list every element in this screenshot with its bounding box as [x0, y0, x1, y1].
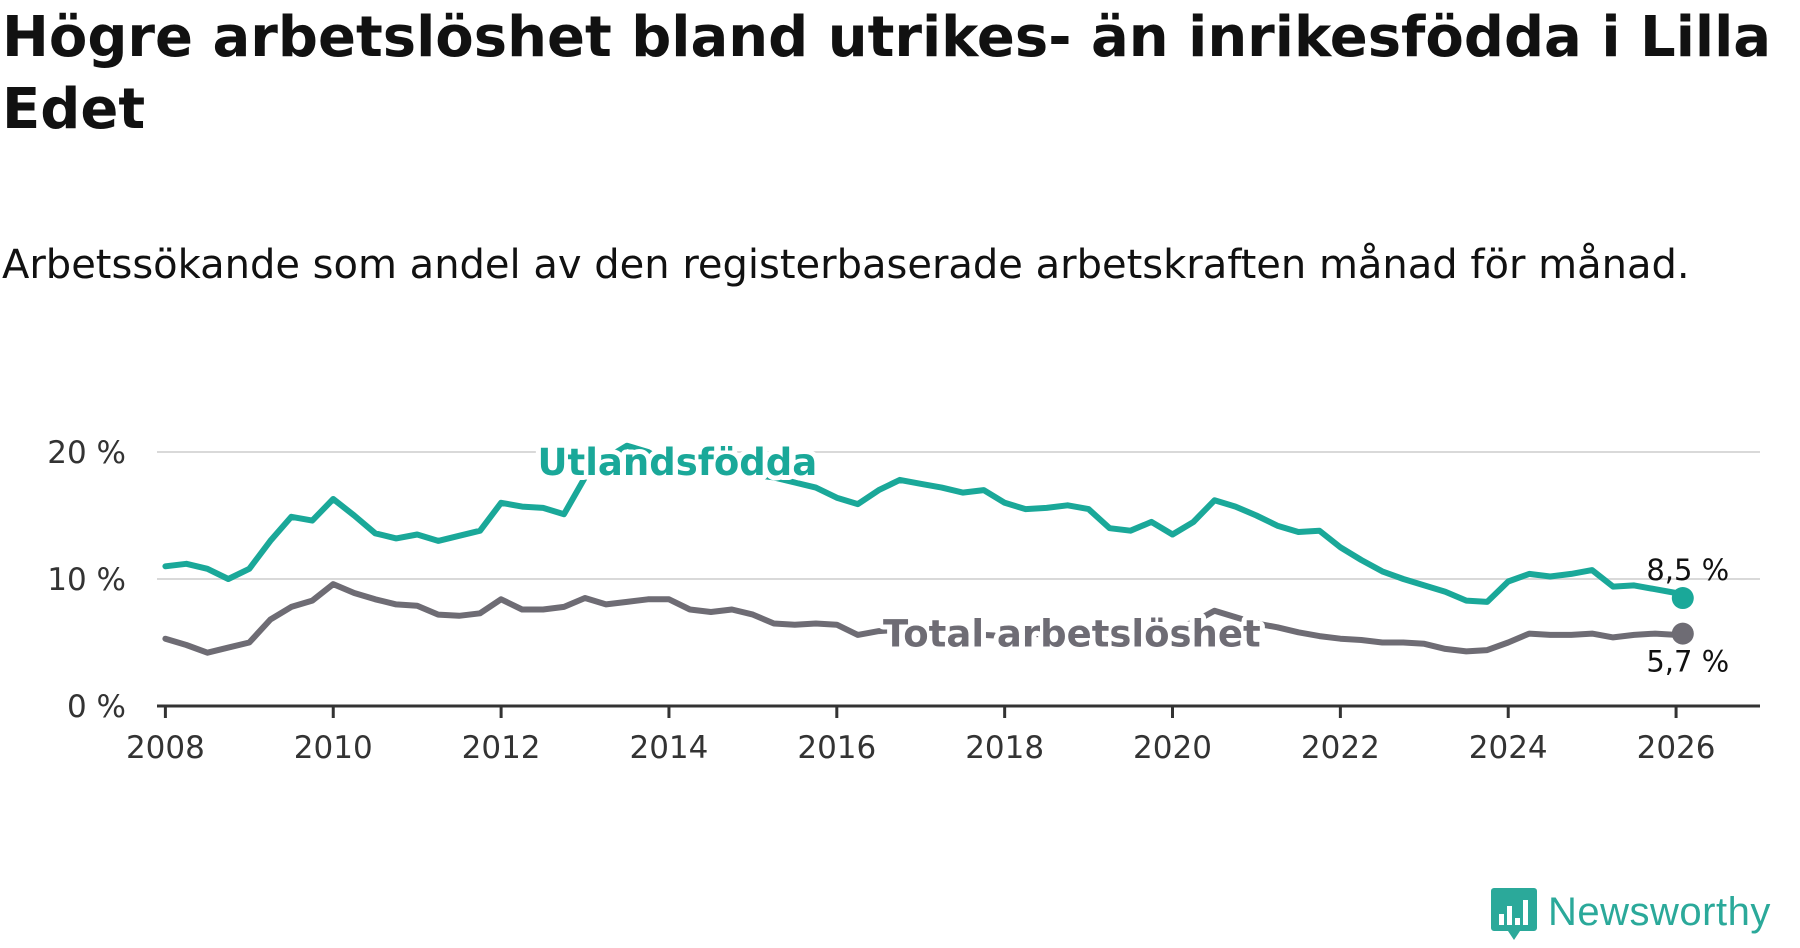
newsworthy-logo-icon — [1491, 888, 1537, 940]
series-labels: 8,5 % 5,7 % Utlandsfödda Total arbetslöshet — [533, 436, 1730, 679]
series-line-utlandsfodda — [162, 442, 1686, 605]
y-tick-label: 20 % — [47, 435, 126, 471]
series-line-total — [162, 581, 1686, 656]
end-marker-utlandsfodda — [1671, 587, 1694, 610]
x-tick-label: 2022 — [1301, 730, 1380, 766]
chart-subtitle: Arbetssökande som andel av den registerb… — [2, 242, 1690, 288]
x-tick-label: 2018 — [965, 730, 1044, 766]
x-tick-label: 2014 — [629, 730, 708, 766]
brand-logo[interactable]: Newsworthy — [1490, 880, 1790, 944]
chart-title: Högre arbetslöshet bland utrikes- än inr… — [2, 5, 1772, 142]
x-tick-label: 2010 — [294, 730, 373, 766]
x-tick-label: 2016 — [797, 730, 876, 766]
x-tick-label: 2008 — [126, 730, 205, 766]
axes: 0 % 10 % 20 % 2008 2010 2012 2014 2016 2018 2020 2… — [47, 435, 1760, 766]
series-name-total: Total arbetslöshet — [883, 613, 1261, 656]
brand-name: Newsworthy — [1548, 890, 1771, 934]
series-lines — [162, 442, 1694, 656]
y-tick-label: 10 % — [47, 562, 126, 598]
x-tick-label: 2026 — [1637, 730, 1716, 766]
x-tick-label: 2012 — [462, 730, 541, 766]
series-name-utlandsfodda: Utlandsfödda — [538, 441, 818, 484]
gridlines — [157, 451, 1760, 580]
x-tick-label: 2024 — [1469, 730, 1548, 766]
end-marker-total — [1671, 622, 1694, 645]
end-value-label-total: 5,7 % — [1646, 645, 1729, 679]
x-tick-label: 2020 — [1133, 730, 1212, 766]
end-value-label-utlandsfodda: 8,5 % — [1646, 553, 1729, 587]
y-tick-label: 0 % — [67, 689, 126, 725]
